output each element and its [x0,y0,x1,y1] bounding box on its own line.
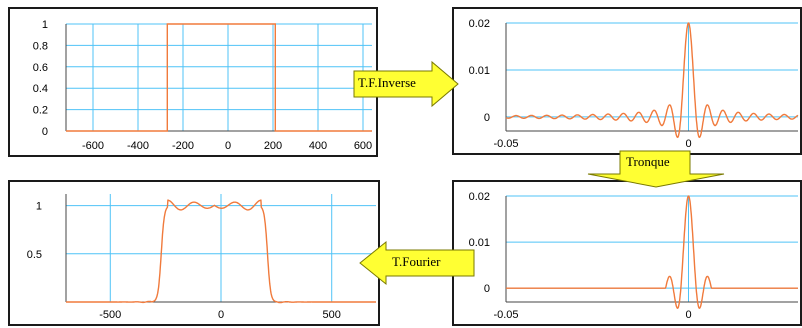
x-tick-label: -400 [127,140,149,152]
y-tick-label: 0 [484,283,490,295]
inverse-arrow-label: T.F.Inverse [358,75,416,90]
sinc-panel: 0 0.01 0.02 -0.05 0 [452,7,802,155]
y-tick-label: 0.8 [33,40,48,52]
gibbs-chart: 0.5 1 -500 0 500 [27,194,376,321]
y-tick-label: 0.4 [33,83,48,95]
y-tick-label: 0 [484,112,490,124]
truncated-sinc-panel: 0 0.01 0.02 -0.05 0 [452,180,802,326]
y-tick-label: 0.02 [469,18,490,30]
x-tick-label: 500 [323,309,341,321]
y-tick-label: 0.02 [469,191,490,203]
x-tick-label: -500 [99,309,121,321]
y-tick-label: 0 [42,126,48,138]
series-line [66,199,376,304]
rect-function-chart: 0 0.2 0.4 0.6 0.8 1 -600 -400 -200 0 200 400 600 [33,19,372,152]
x-tick-label: 600 [354,140,372,152]
y-tick-label: 0.2 [33,105,48,117]
series-line [505,22,799,139]
inverse-arrow: T.F.Inverse [352,60,460,108]
tronque-arrow: Tronque [586,150,726,188]
fourier-arrow-shape [359,240,475,286]
y-tick-label: 0.6 [33,62,48,74]
y-tick-label: 0.01 [469,237,490,249]
truncated-sinc-chart: 0 0.01 0.02 -0.05 0 [469,191,798,321]
x-tick-label: 200 [264,140,282,152]
y-tick-label: 1 [42,19,48,31]
x-tick-label: -0.05 [493,309,518,321]
tronque-arrow-label: Tronque [626,154,670,169]
x-tick-label: 0 [685,309,691,321]
x-tick-label: 0 [685,138,691,150]
sinc-chart: 0 0.01 0.02 -0.05 0 [469,18,799,150]
x-tick-label: 400 [309,140,327,152]
gibbs-panel: 0.5 1 -500 0 500 [8,180,380,326]
fourier-arrow-label: T.Fourier [392,254,441,269]
tronque-arrow-shape [587,150,725,188]
rect-function-panel: 0 0.2 0.4 0.6 0.8 1 -600 -400 -200 0 200 400 600 [8,7,378,157]
y-tick-label: 0.5 [27,249,42,261]
x-tick-label: 0 [225,140,231,152]
x-tick-label: -200 [172,140,194,152]
fourier-arrow: T.Fourier [358,240,476,286]
x-tick-label: -600 [82,140,104,152]
x-tick-label: 0 [218,309,224,321]
inverse-arrow-shape [353,60,459,108]
series-line [66,23,372,132]
y-tick-label: 1 [36,201,42,213]
y-tick-label: 0.01 [469,65,490,77]
x-tick-label: -0.05 [493,138,518,150]
series-line [506,195,798,309]
